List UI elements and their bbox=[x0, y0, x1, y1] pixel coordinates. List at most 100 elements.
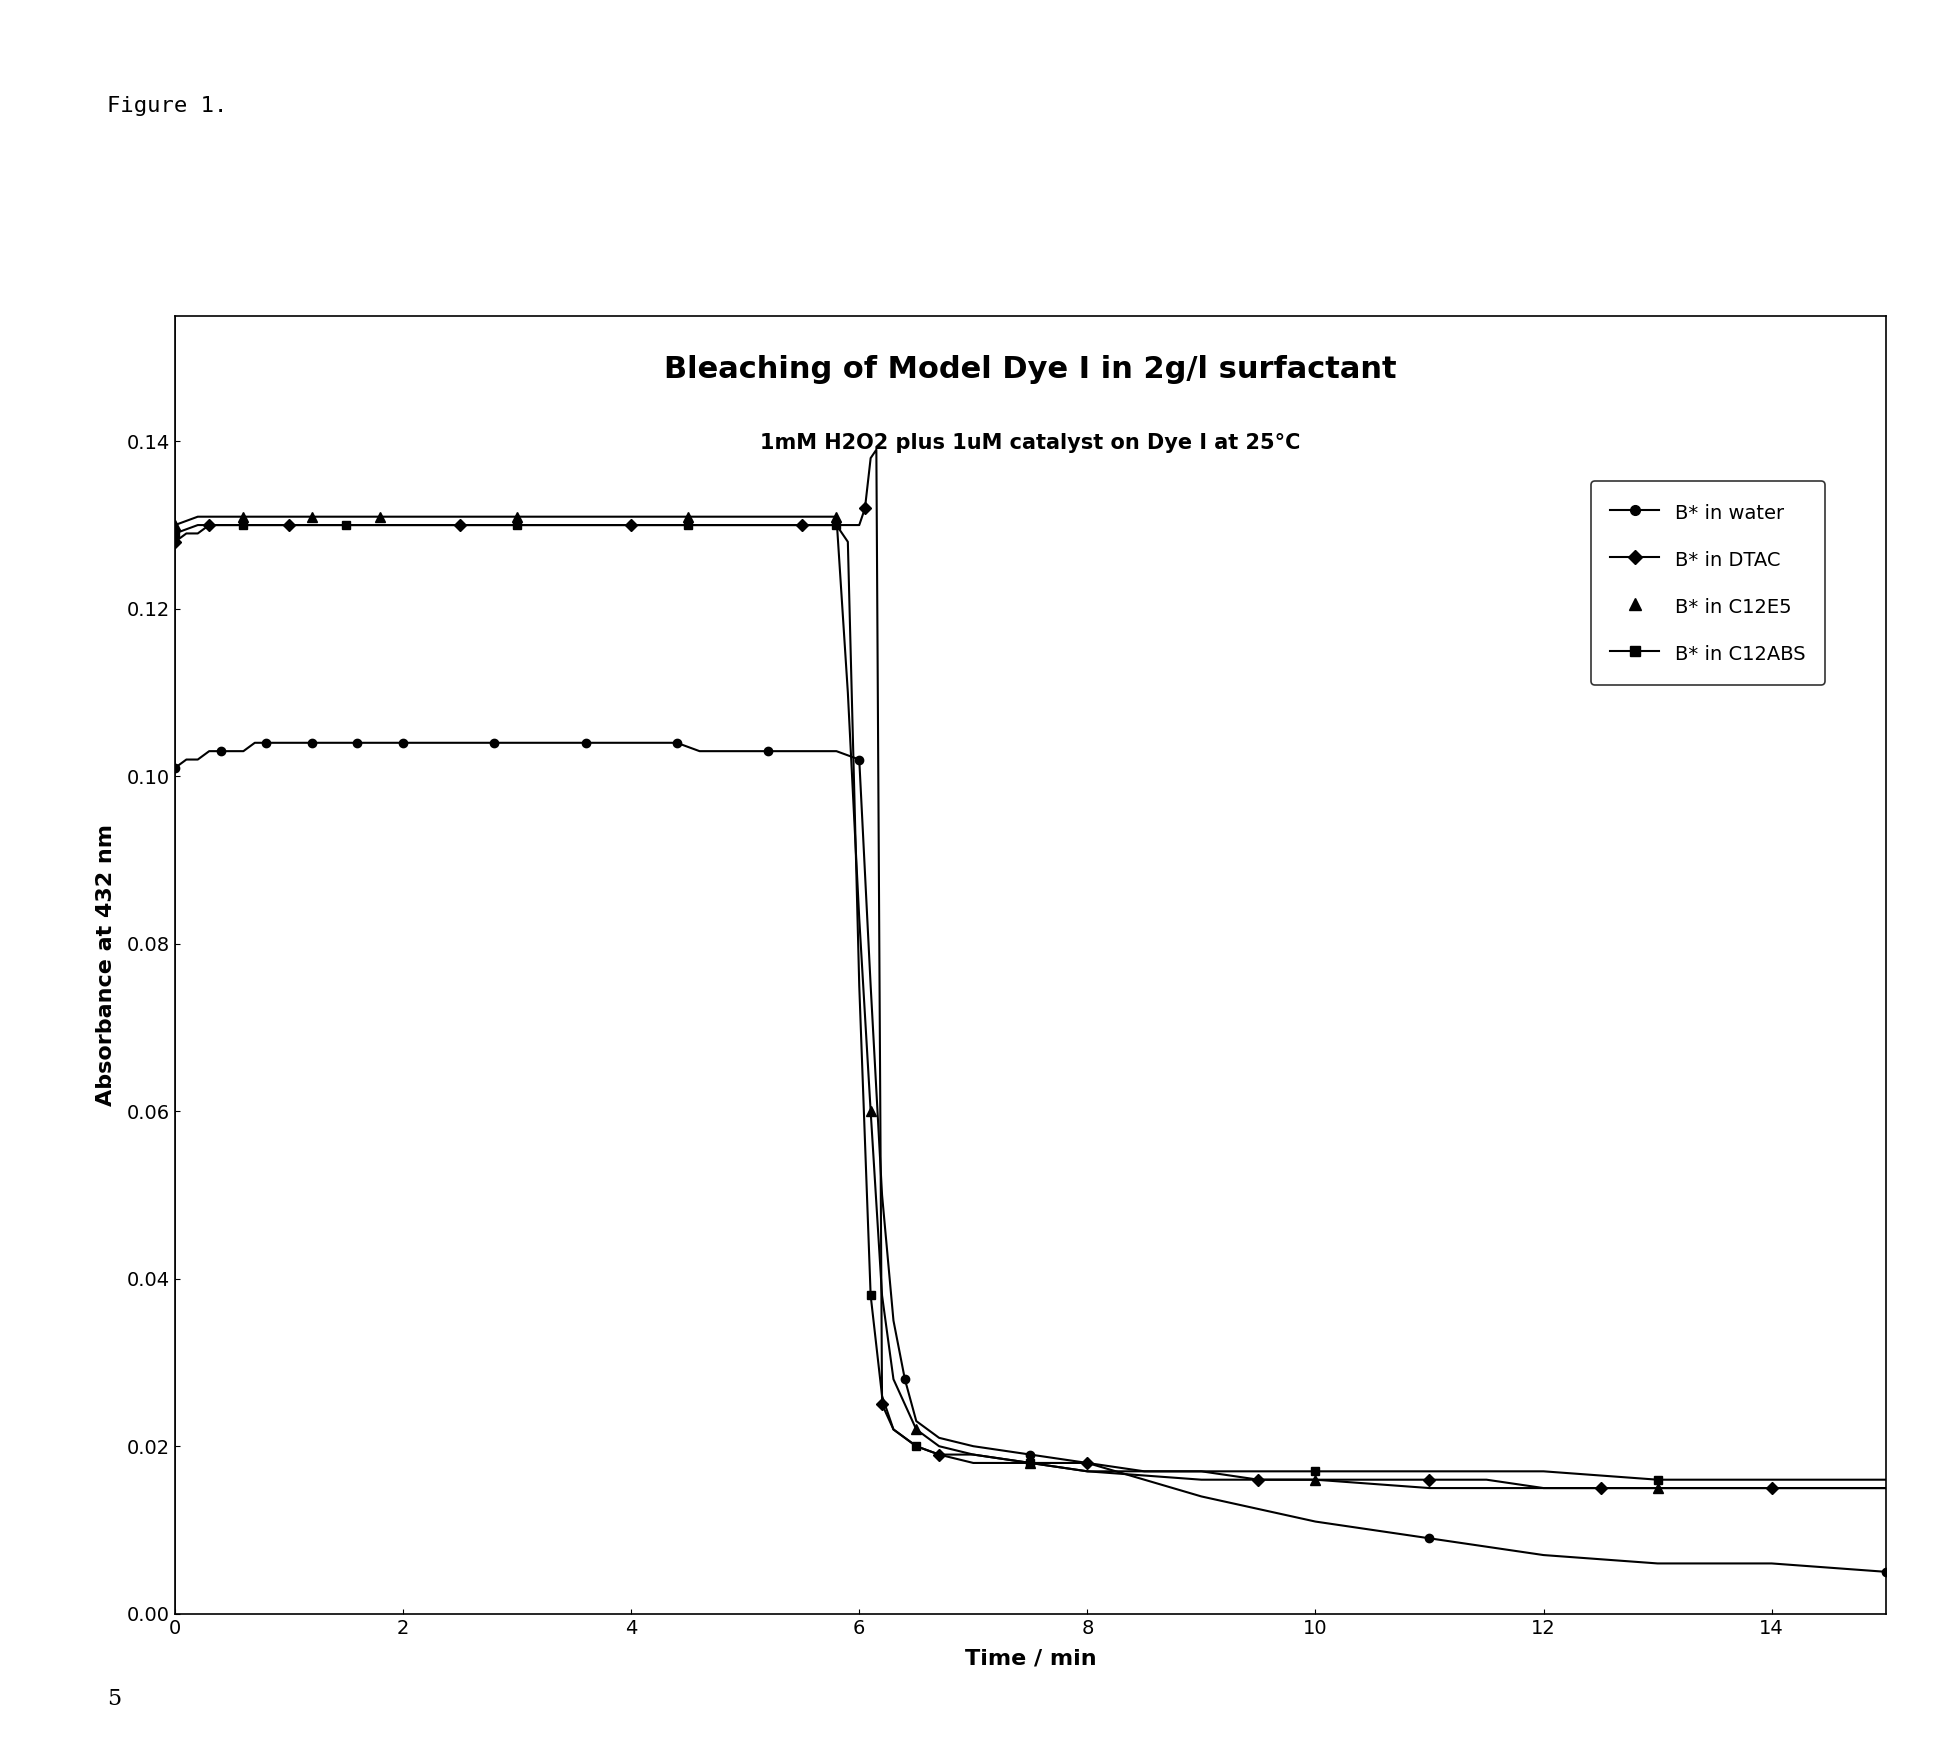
B* in water bbox=[243, 731, 266, 752]
B* in DTAC bbox=[1588, 1477, 1612, 1498]
B* in C12ABS bbox=[1190, 1461, 1213, 1482]
B* in DTAC bbox=[962, 1444, 986, 1465]
B* in DTAC bbox=[1190, 1461, 1213, 1482]
B* in C12ABS bbox=[859, 1286, 883, 1307]
B* in C12ABS bbox=[278, 514, 301, 535]
B* in DTAC bbox=[1361, 1470, 1384, 1491]
B* in C12ABS bbox=[1759, 1470, 1783, 1491]
B* in C12ABS bbox=[1075, 1461, 1098, 1482]
B* in C12E5 bbox=[231, 507, 255, 528]
B* in DTAC bbox=[1417, 1470, 1441, 1491]
B* in DTAC bbox=[848, 514, 871, 535]
Text: 5: 5 bbox=[107, 1687, 121, 1710]
B* in water bbox=[346, 731, 369, 752]
B* in C12E5 bbox=[962, 1444, 986, 1465]
Line: B* in C12E5: B* in C12E5 bbox=[169, 512, 1892, 1493]
B* in C12E5 bbox=[871, 1286, 894, 1307]
B* in C12E5 bbox=[836, 682, 859, 703]
B* in C12E5 bbox=[208, 507, 231, 528]
B* in C12E5 bbox=[791, 507, 815, 528]
B* in C12E5 bbox=[1759, 1477, 1783, 1498]
B* in C12ABS bbox=[962, 1452, 986, 1473]
B* in C12E5 bbox=[1417, 1477, 1441, 1498]
B* in C12ABS bbox=[163, 523, 187, 544]
B* in water bbox=[198, 740, 222, 761]
B* in C12E5 bbox=[1304, 1470, 1328, 1491]
B* in C12E5 bbox=[346, 507, 369, 528]
B* in DTAC bbox=[1818, 1477, 1841, 1498]
B* in C12ABS bbox=[883, 1419, 906, 1440]
B* in water bbox=[848, 749, 871, 770]
B* in C12ABS bbox=[231, 514, 255, 535]
B* in DTAC bbox=[449, 514, 472, 535]
B* in DTAC bbox=[163, 531, 187, 553]
B* in C12ABS bbox=[848, 975, 871, 996]
B* in water bbox=[505, 731, 529, 752]
B* in DTAC bbox=[1133, 1461, 1157, 1482]
B* in C12E5 bbox=[848, 909, 871, 930]
B* in C12ABS bbox=[208, 514, 231, 535]
B* in C12E5 bbox=[1532, 1477, 1555, 1498]
B* in C12ABS bbox=[1532, 1461, 1555, 1482]
B* in C12ABS bbox=[1019, 1452, 1042, 1473]
B* in C12E5 bbox=[824, 507, 848, 528]
B* in C12ABS bbox=[927, 1444, 951, 1465]
B* in DTAC bbox=[187, 523, 210, 544]
B* in DTAC bbox=[620, 514, 643, 535]
B* in C12ABS bbox=[871, 1386, 894, 1407]
B* in C12ABS bbox=[733, 514, 756, 535]
X-axis label: Time / min: Time / min bbox=[964, 1649, 1096, 1668]
B* in C12ABS bbox=[391, 514, 414, 535]
B* in DTAC bbox=[677, 514, 700, 535]
B* in C12E5 bbox=[449, 507, 472, 528]
B* in DTAC bbox=[1532, 1477, 1555, 1498]
B* in C12ABS bbox=[904, 1437, 927, 1458]
B* in C12E5 bbox=[505, 507, 529, 528]
B* in DTAC bbox=[1647, 1477, 1670, 1498]
B* in C12E5 bbox=[620, 507, 643, 528]
Line: B* in water: B* in water bbox=[171, 738, 1890, 1577]
Text: Figure 1.: Figure 1. bbox=[107, 96, 227, 116]
B* in C12ABS bbox=[334, 514, 358, 535]
B* in DTAC bbox=[865, 438, 888, 460]
B* in C12ABS bbox=[255, 514, 278, 535]
B* in DTAC bbox=[1019, 1452, 1042, 1473]
B* in water bbox=[187, 749, 210, 770]
B* in DTAC bbox=[1246, 1470, 1269, 1491]
B* in water bbox=[824, 740, 848, 761]
B* in C12ABS bbox=[791, 514, 815, 535]
B* in C12E5 bbox=[859, 1102, 883, 1123]
B* in C12E5 bbox=[927, 1437, 951, 1458]
B* in C12ABS bbox=[1647, 1470, 1670, 1491]
B* in DTAC bbox=[175, 523, 198, 544]
B* in C12E5 bbox=[1874, 1477, 1897, 1498]
B* in DTAC bbox=[1475, 1470, 1499, 1491]
B* in DTAC bbox=[853, 498, 877, 519]
B* in DTAC bbox=[733, 514, 756, 535]
B* in C12E5 bbox=[187, 507, 210, 528]
B* in C12E5 bbox=[1075, 1461, 1098, 1482]
B* in DTAC bbox=[505, 514, 529, 535]
Line: B* in C12ABS: B* in C12ABS bbox=[171, 521, 1890, 1484]
B* in C12ABS bbox=[620, 514, 643, 535]
B* in C12ABS bbox=[1417, 1461, 1441, 1482]
B* in C12E5 bbox=[1647, 1477, 1670, 1498]
B* in DTAC bbox=[1304, 1470, 1328, 1491]
B* in DTAC bbox=[1075, 1452, 1098, 1473]
B* in C12E5 bbox=[391, 507, 414, 528]
B* in C12ABS bbox=[1874, 1470, 1897, 1491]
B* in DTAC bbox=[391, 514, 414, 535]
B* in DTAC bbox=[1759, 1477, 1783, 1498]
B* in C12ABS bbox=[449, 514, 472, 535]
B* in DTAC bbox=[871, 1394, 894, 1415]
B* in C12E5 bbox=[677, 507, 700, 528]
B* in C12ABS bbox=[677, 514, 700, 535]
B* in DTAC bbox=[1703, 1477, 1726, 1498]
B* in DTAC bbox=[859, 447, 883, 468]
B* in DTAC bbox=[220, 514, 243, 535]
B* in C12E5 bbox=[883, 1368, 906, 1389]
B* in C12E5 bbox=[733, 507, 756, 528]
B* in C12E5 bbox=[904, 1419, 927, 1440]
B* in DTAC bbox=[836, 514, 859, 535]
B* in DTAC bbox=[278, 514, 301, 535]
